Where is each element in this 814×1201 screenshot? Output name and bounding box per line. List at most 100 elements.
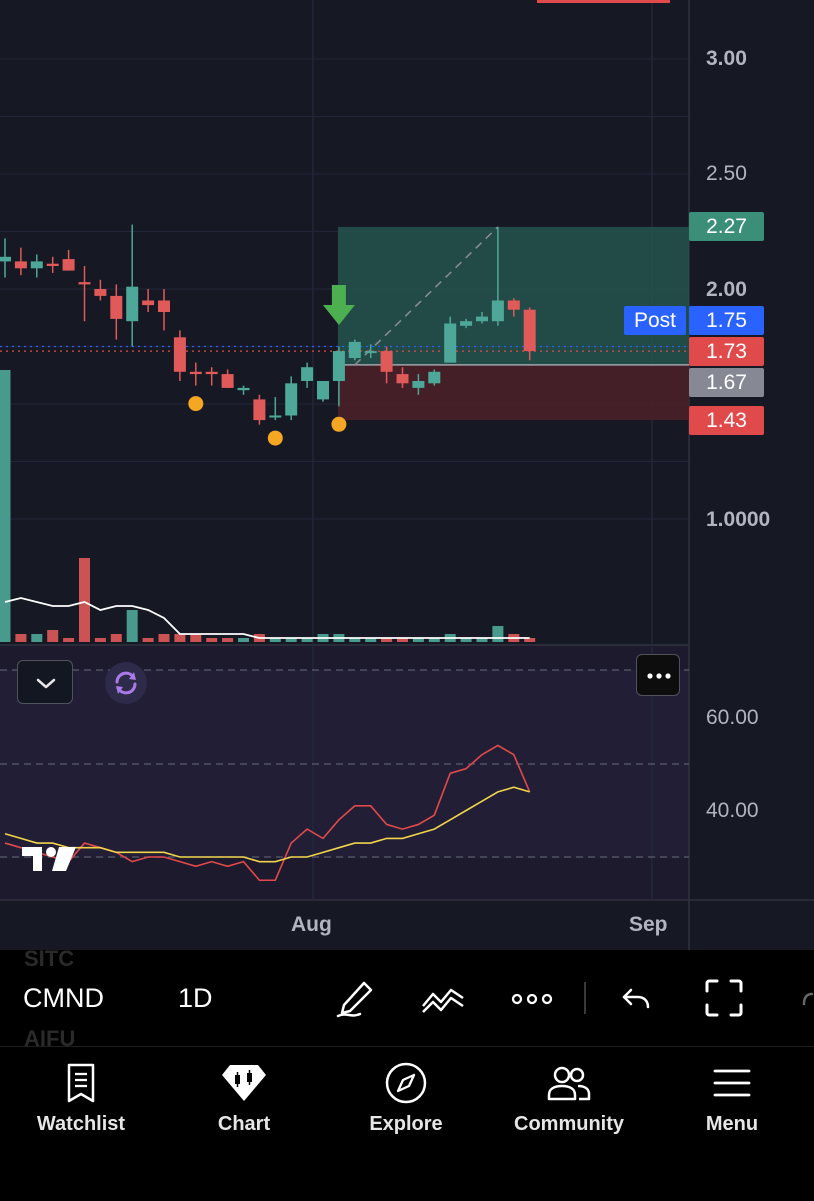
volume-bar — [174, 634, 186, 642]
candle-body — [348, 341, 361, 358]
sync-button[interactable] — [105, 662, 147, 704]
volume-bar — [492, 626, 504, 642]
time-axis-label: Aug — [291, 913, 332, 936]
entry-price-badge: 1.67 — [689, 368, 764, 397]
candle-body — [332, 351, 345, 381]
volume-bar — [285, 638, 297, 642]
pane-more-button[interactable] — [636, 654, 680, 696]
candle-body — [523, 309, 536, 352]
symbol-selector[interactable]: CMND — [23, 983, 104, 1013]
fullscreen-icon[interactable] — [703, 977, 745, 1019]
rsi-axis-label: 40.00 — [706, 799, 759, 822]
entry-arrow-icon — [322, 285, 355, 325]
volume-bar — [79, 558, 90, 642]
symbol-toolbar: SITC AIFU — [0, 946, 814, 1051]
volume-bar — [110, 634, 122, 642]
candle-body — [30, 261, 43, 269]
candle-body — [0, 256, 11, 262]
volume-bar — [238, 638, 249, 642]
chevron-down-icon — [36, 678, 56, 689]
more-dots-icon — [647, 673, 671, 679]
community-icon — [547, 1066, 591, 1101]
nav-label: Community — [514, 1113, 624, 1135]
sync-icon — [115, 671, 137, 695]
candle-body — [62, 259, 75, 271]
nav-label: Chart — [217, 1113, 271, 1135]
candle-body — [444, 323, 457, 363]
volume-bar — [94, 638, 106, 642]
nav-community[interactable]: Community — [489, 1047, 649, 1136]
indicator-icon[interactable] — [419, 980, 467, 1018]
volume-bar — [349, 638, 361, 642]
target-price-badge: 2.27 — [689, 212, 764, 241]
candle-body — [476, 316, 488, 322]
candle-body — [46, 263, 59, 266]
ghost-symbol: SITC — [24, 946, 75, 971]
nav-explore[interactable]: Explore — [326, 1047, 486, 1136]
candle-body — [285, 383, 298, 416]
volume-bar — [190, 634, 202, 642]
volume-bar — [206, 638, 218, 642]
rsi-line — [4, 744, 531, 882]
undo-icon[interactable] — [618, 982, 654, 1014]
volume-bar — [126, 610, 138, 642]
volume-bar — [301, 638, 313, 642]
volume-bar — [158, 634, 170, 642]
candle-body — [94, 289, 107, 296]
nav-watchlist[interactable]: Watchlist — [1, 1047, 161, 1136]
candle-body — [364, 351, 377, 354]
post-market-tag: Post — [624, 306, 686, 335]
volume-bar — [222, 638, 234, 642]
candle-body — [507, 300, 520, 310]
position-loss-zone — [337, 364, 689, 421]
rsi-axis-label: 60.00 — [706, 706, 759, 729]
nav-chart[interactable]: Chart — [164, 1047, 324, 1136]
nav-label: Watchlist — [36, 1113, 126, 1135]
interval-selector[interactable]: 1D — [178, 983, 213, 1013]
candle-body — [205, 371, 218, 375]
candle-body — [253, 399, 266, 421]
volume-bar — [0, 370, 11, 642]
chart-icon — [222, 1065, 266, 1101]
volume-bar — [365, 638, 377, 642]
volume-bar — [47, 630, 59, 642]
volume-bar — [524, 638, 536, 642]
rsi-ma-line — [4, 786, 530, 863]
price-axis-label: 1.0000 — [706, 508, 771, 531]
chart-area[interactable]: 3.00 2.50 2.00 1.0000 2.27 Post 1.75 1.7… — [0, 0, 814, 950]
draw-pen-icon[interactable] — [334, 978, 376, 1020]
candle-body — [14, 261, 27, 269]
menu-icon — [713, 1069, 751, 1097]
compass-icon — [385, 1062, 427, 1104]
candle-body — [491, 300, 504, 322]
volume-ma-line — [4, 597, 530, 639]
watchlist-icon — [67, 1063, 95, 1103]
volume-bar — [428, 638, 440, 642]
partial-icon — [802, 992, 814, 1006]
chart-canvas[interactable] — [0, 0, 814, 950]
time-axis-label: Sep — [629, 913, 668, 936]
position-path-line — [354, 226, 499, 366]
nav-label: Menu — [705, 1113, 759, 1135]
volume-bar — [460, 638, 472, 642]
volume-bar — [15, 634, 27, 642]
more-dots-icon[interactable] — [510, 985, 554, 1013]
price-axis-label: 3.00 — [706, 47, 747, 70]
price-axis-label: 2.00 — [706, 278, 747, 301]
candle-body — [380, 351, 393, 372]
nav-label: Explore — [369, 1113, 443, 1135]
candle-body — [78, 282, 91, 285]
offscreen-marker — [537, 0, 670, 3]
nav-menu[interactable]: Menu — [652, 1047, 812, 1136]
candle-body — [460, 321, 473, 326]
candle-body — [428, 371, 441, 384]
candle-body — [237, 387, 250, 391]
candle-body — [221, 374, 234, 388]
collapse-pane-button[interactable] — [17, 660, 73, 704]
tradingview-logo — [22, 847, 76, 871]
price-axis-label: 2.50 — [706, 162, 747, 185]
candle-body — [301, 367, 314, 381]
rsi-band — [0, 670, 689, 858]
volume-bar — [269, 638, 281, 642]
candle-body — [396, 374, 409, 384]
